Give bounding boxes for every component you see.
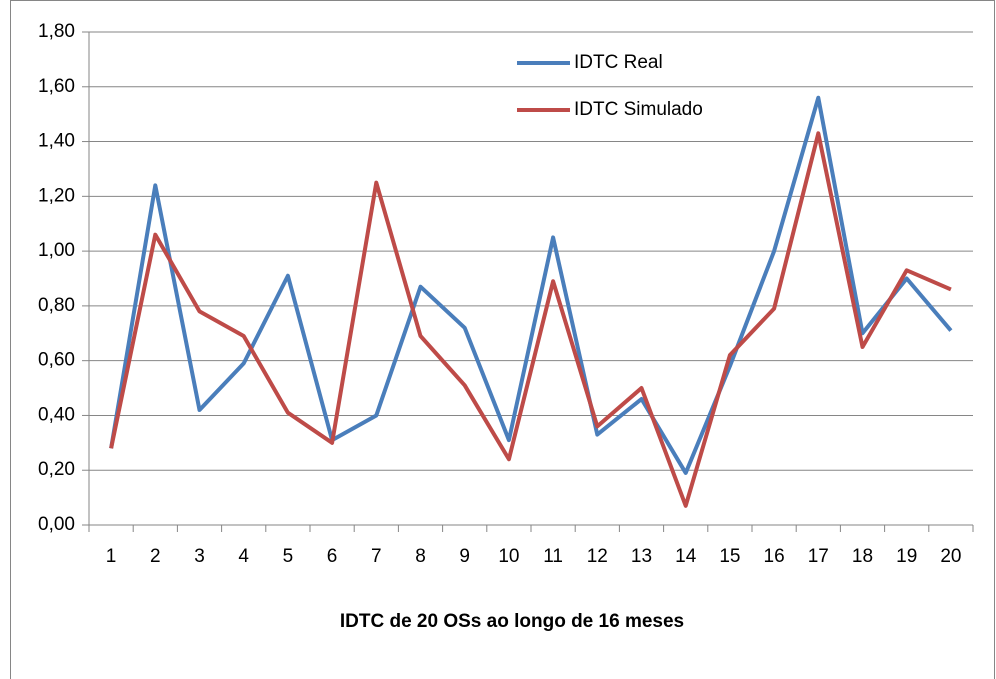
x-tick-label: 2 <box>150 546 161 567</box>
x-tick-label: 20 <box>940 546 961 567</box>
x-tick-label: 10 <box>498 546 519 567</box>
x-tick-label: 12 <box>587 546 608 567</box>
series-line <box>109 131 952 508</box>
y-tick-label: 1,00 <box>38 240 75 261</box>
legend-label: IDTC Simulado <box>574 99 703 120</box>
y-tick-label: 0,40 <box>38 404 75 425</box>
x-tick-label: 3 <box>194 546 205 567</box>
x-tick-label: 16 <box>764 546 785 567</box>
chart-frame <box>10 0 995 679</box>
y-tick-label: 1,60 <box>38 76 75 97</box>
y-tick-label: 1,40 <box>38 131 75 152</box>
x-tick-label: 6 <box>327 546 338 567</box>
y-tick-label: 0,80 <box>38 295 75 316</box>
y-tick-label: 0,00 <box>38 514 75 535</box>
x-tick-label: 17 <box>808 546 829 567</box>
y-tick-label: 0,60 <box>38 350 75 371</box>
legend-label: IDTC Real <box>574 52 663 73</box>
x-tick-label: 4 <box>238 546 249 567</box>
series-line <box>109 95 953 475</box>
x-tick-label: 5 <box>283 546 294 567</box>
x-tick-label: 19 <box>896 546 917 567</box>
x-axis-title: IDTC de 20 OSs ao longo de 16 meses <box>340 611 684 632</box>
x-tick-label: 11 <box>543 546 563 567</box>
x-tick-label: 8 <box>415 546 426 567</box>
x-tick-label: 18 <box>852 546 873 567</box>
x-tick-label: 7 <box>371 546 382 567</box>
x-tick-label: 13 <box>631 546 652 567</box>
x-tick-label: 14 <box>675 546 697 567</box>
y-tick-label: 1,80 <box>38 21 75 42</box>
y-tick-label: 0,20 <box>38 459 75 480</box>
x-tick-label: 15 <box>719 546 740 567</box>
x-tick-label: 1 <box>106 546 117 567</box>
y-tick-label: 1,20 <box>38 185 75 206</box>
x-tick-label: 9 <box>459 546 470 567</box>
